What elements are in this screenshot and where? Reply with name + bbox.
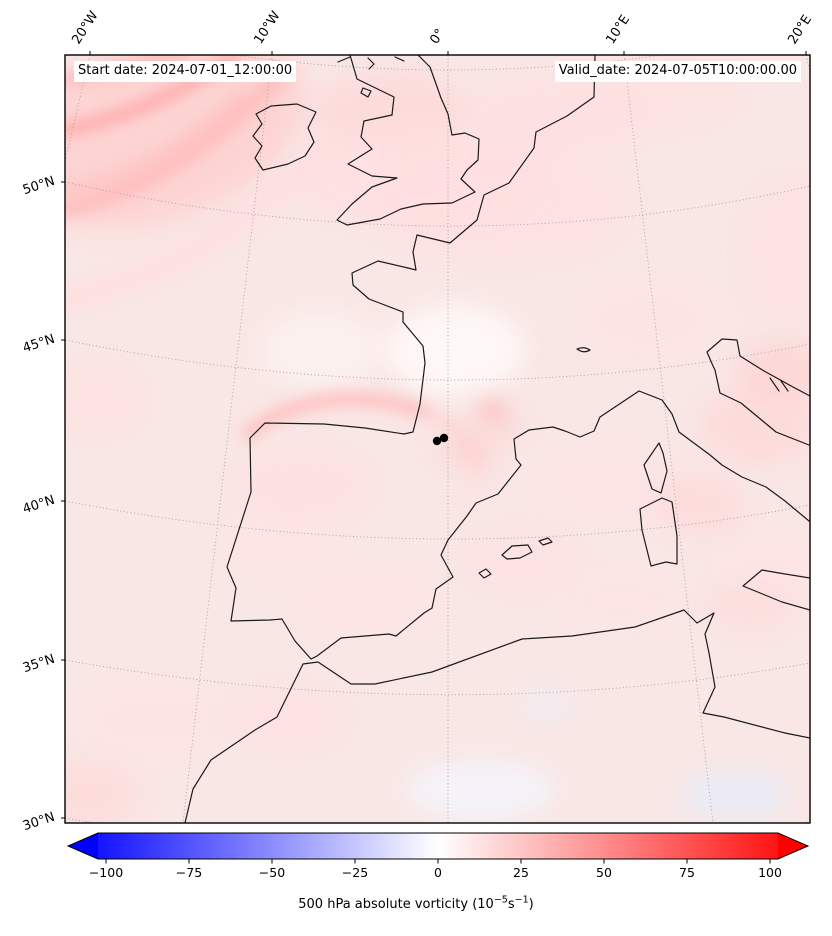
cb-label-suffix: ) (528, 897, 534, 912)
coast-ibiza (478, 568, 492, 579)
cb-tick-neg25: −25 (341, 865, 369, 880)
cb-tick-neg100: −100 (88, 865, 124, 880)
cb-tick-25: 25 (513, 865, 529, 880)
colorbar (66, 832, 810, 864)
cb-label-prefix: 500 hPa absolute vorticity (10 (298, 897, 494, 912)
coast-sardinia (639, 497, 678, 567)
coast-mallorca (501, 544, 533, 560)
colorbar-extend-min (68, 833, 98, 859)
cb-tick-neg50: −50 (258, 865, 286, 880)
colorbar-axis-label: 500 hPa absolute vorticity (10−5s−1) (0, 894, 832, 912)
axis-ticks (61, 51, 807, 819)
coast-lake-geneva (576, 347, 591, 353)
cb-tick-0: 0 (434, 865, 442, 880)
colorbar-outline (66, 832, 810, 860)
coast-continent-west (226, 55, 810, 660)
parallel-45n (65, 339, 810, 381)
coast-corsica (643, 442, 668, 494)
track-marker (432, 433, 449, 446)
coast-adriatic (706, 338, 810, 446)
cb-label-sup-exp5: −5 (493, 894, 508, 906)
cb-label-mid: s (507, 897, 515, 912)
valid-date-label: Valid_date: 2024-07-05T10:00:00.00 (554, 61, 801, 82)
coast-ireland (252, 103, 317, 171)
coast-croatian-islands (769, 377, 789, 392)
colorbar-extend-max (778, 833, 808, 859)
meridian-10e (623, 55, 714, 823)
colorbar-gradient (98, 833, 778, 859)
coast-menorca (538, 537, 553, 546)
coast-north-africa (184, 609, 810, 823)
cb-tick-50: 50 (596, 865, 612, 880)
coast-isle-of-man (360, 87, 372, 98)
start-date-label: Start date: 2024-07-01_12:00:00 (74, 61, 297, 82)
coastlines (184, 55, 810, 823)
map-frame (64, 54, 811, 824)
cb-tick-100: 100 (758, 865, 782, 880)
coast-sicily (742, 569, 810, 611)
cb-tick-neg75: −75 (175, 865, 203, 880)
cb-tick-75: 75 (679, 865, 695, 880)
meridian-10w (182, 55, 273, 823)
coast-great-britain (336, 55, 480, 226)
colorbar-tick-marks (105, 859, 771, 864)
vorticity-field (65, 55, 810, 823)
parallel-40n (65, 500, 810, 540)
coast-scottish-isles (337, 56, 405, 70)
cb-label-sup-exp1: −1 (514, 894, 529, 906)
